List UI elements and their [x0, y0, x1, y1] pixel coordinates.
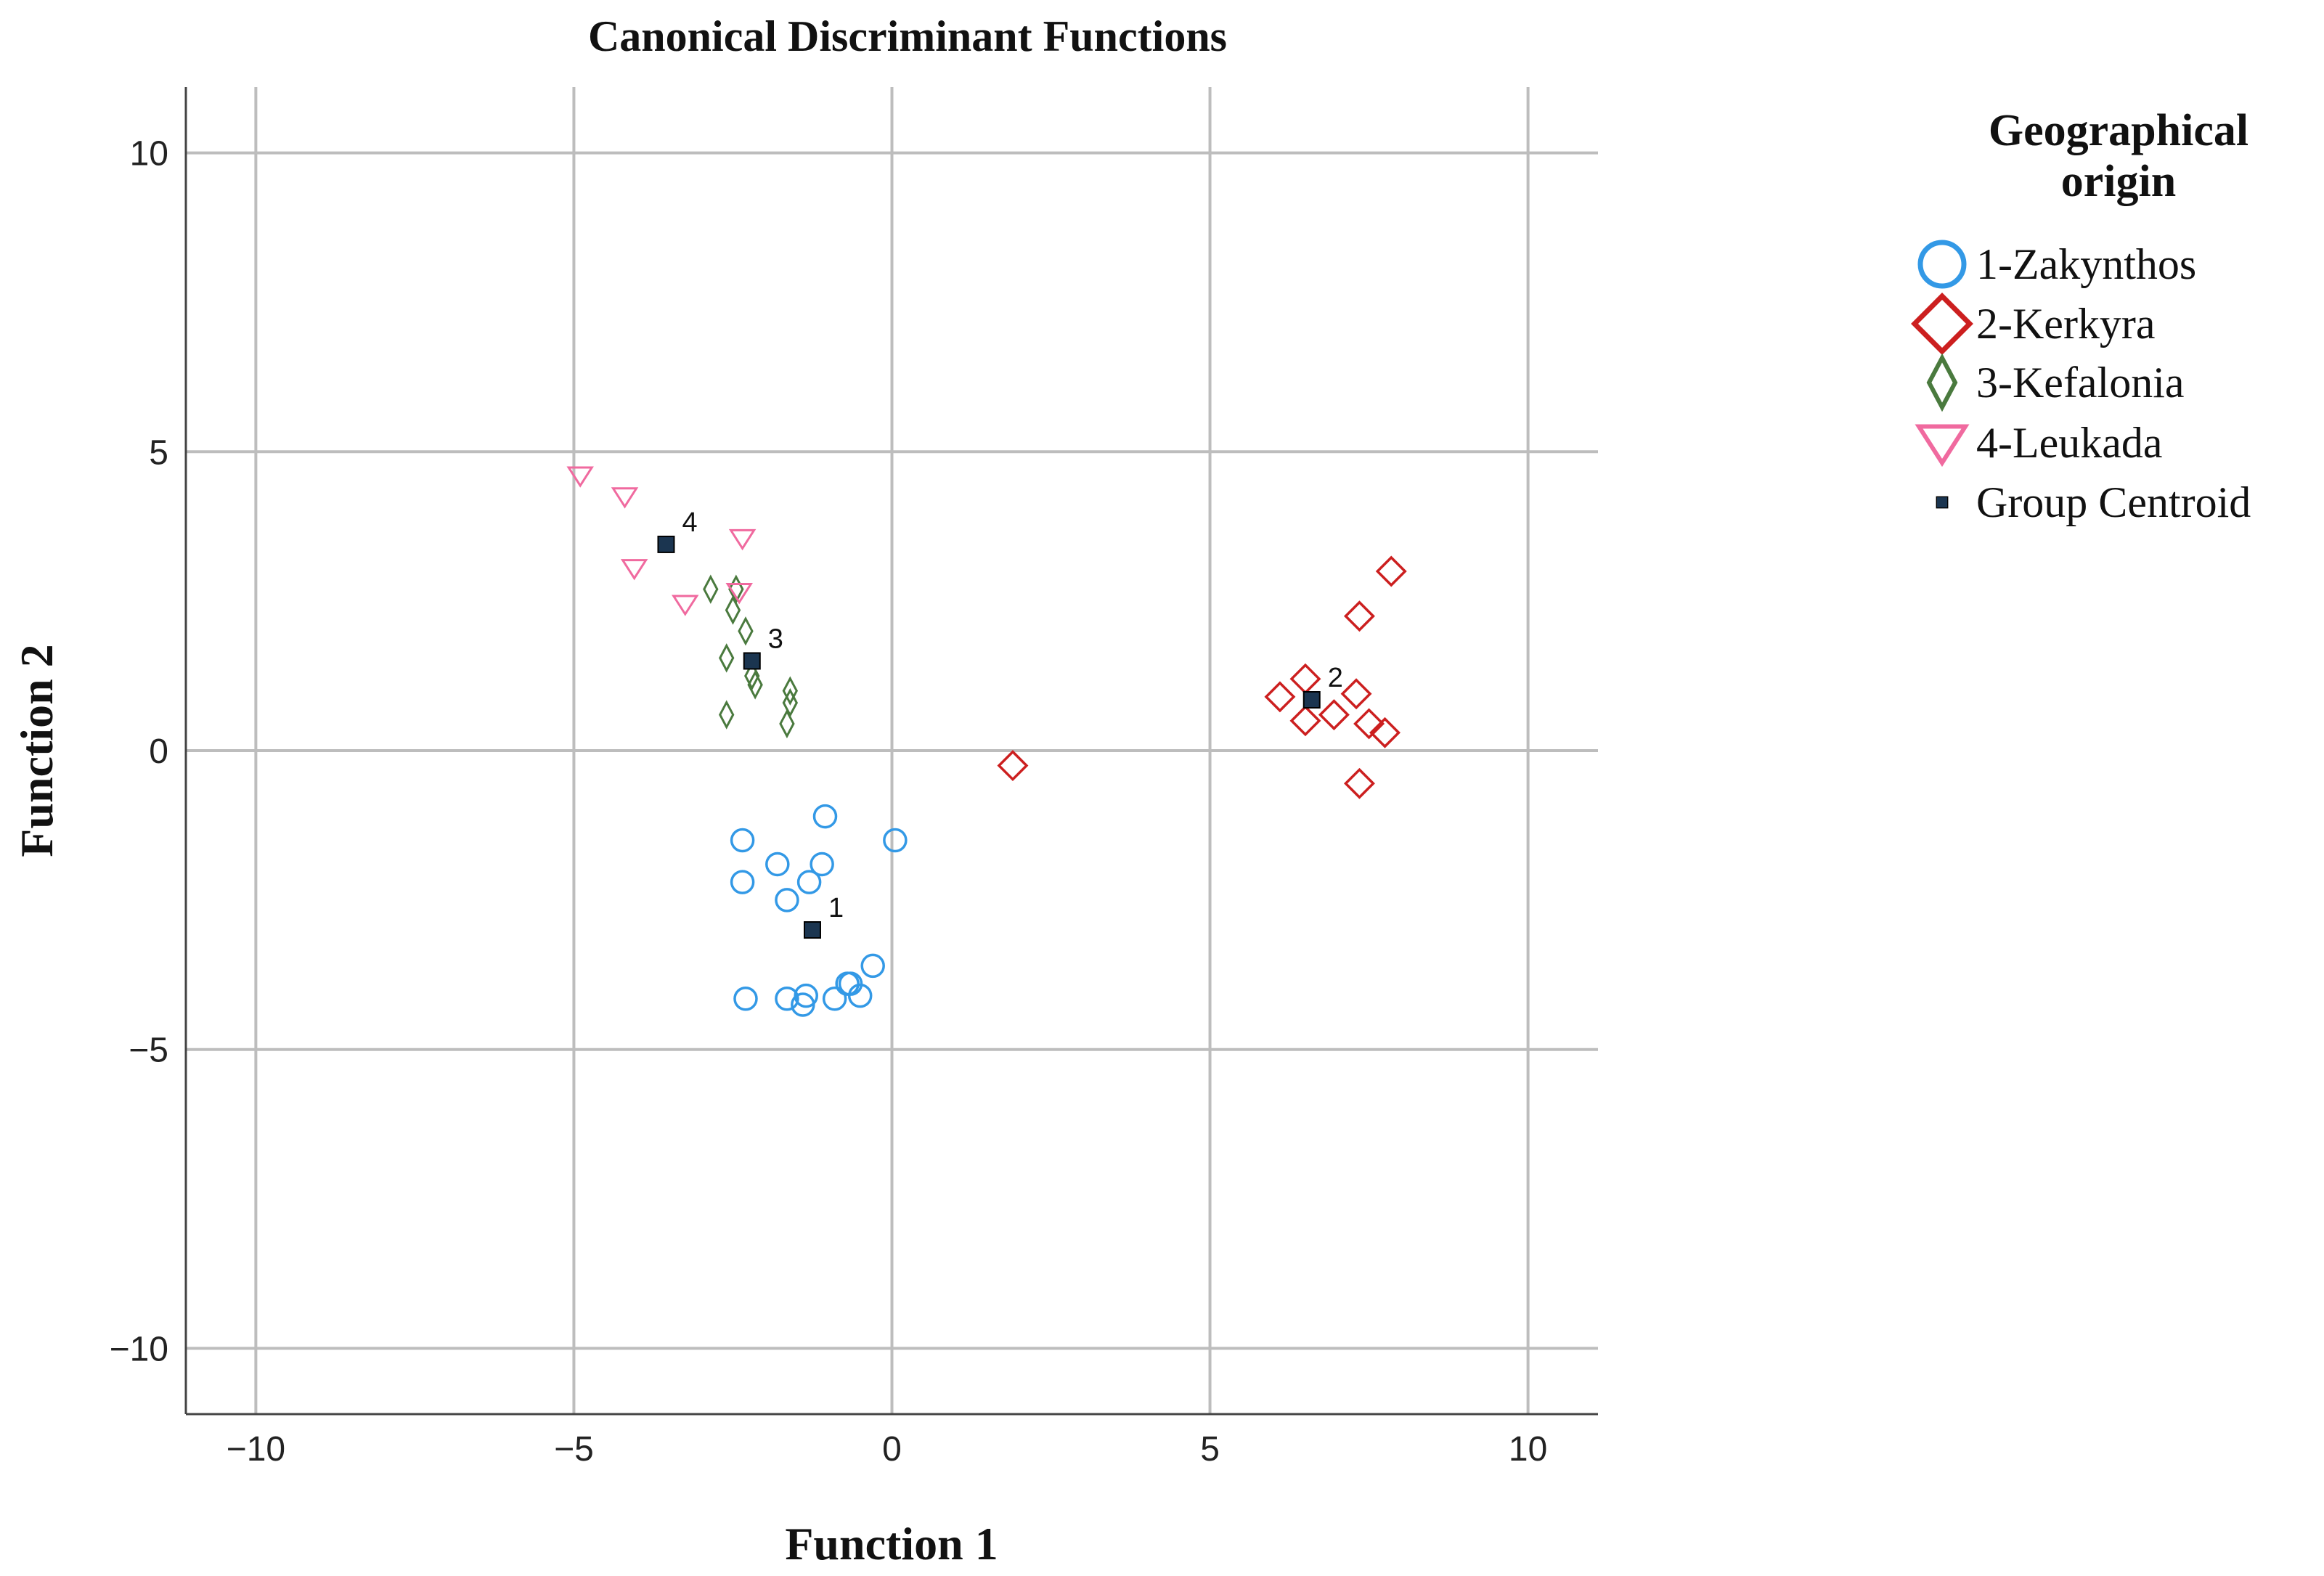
legend-entry: Group Centroid: [1936, 478, 2251, 526]
2-kerkyra-point: [1318, 699, 1350, 731]
y-axis-label: Function 2: [11, 644, 62, 857]
2-kerkyra-point: [1343, 600, 1375, 632]
2-kerkyra-point: [1375, 555, 1407, 587]
3-kefalonia-point: [738, 616, 754, 646]
4-leukada-point: [728, 528, 757, 551]
3-kefalonia-point: [719, 643, 735, 673]
1-zakynthos-point: [847, 983, 873, 1008]
2-kerkyra-point: [1353, 708, 1385, 740]
legend-label: 2-Kerkyra: [1976, 300, 2156, 348]
3-kefalonia-point: [725, 595, 741, 625]
legend-marker: [1936, 496, 1949, 509]
1-zakynthos-point: [810, 852, 834, 877]
legend-entry: 1-Zakynthos: [1917, 240, 2196, 289]
2-kerkyra-point: [1264, 681, 1296, 713]
centroid-label: 3: [768, 624, 783, 654]
1-zakynthos-point: [775, 888, 799, 912]
3-kefalonia-point: [779, 709, 795, 739]
legend-marker: [1917, 240, 1967, 289]
legend-marker: [1915, 424, 1970, 468]
y-tick-label: 0: [149, 732, 168, 771]
legend-entry: 3-Kefalonia: [1926, 353, 2185, 412]
2-kerkyra-point: [1369, 716, 1400, 748]
y-tick-label: −10: [110, 1330, 168, 1368]
x-tick-label: 10: [1509, 1430, 1547, 1469]
group-centroid-point: [657, 535, 675, 553]
1-zakynthos-point: [730, 828, 755, 853]
x-tick-label: −5: [554, 1430, 594, 1469]
legend-entry: 4-Leukada: [1915, 419, 2163, 468]
1-zakynthos-point: [822, 986, 847, 1011]
y-tick-label: 10: [130, 135, 168, 173]
4-leukada-point: [566, 466, 594, 488]
grid: [186, 87, 1598, 1414]
4-leukada-point: [620, 559, 648, 581]
group-centroid-point: [743, 652, 761, 670]
centroid-label: 4: [682, 507, 697, 538]
legend-marker: [1926, 353, 1958, 412]
centroid-label: 1: [828, 893, 844, 923]
3-kefalonia-point: [747, 670, 763, 700]
legend: Geographical origin 1-Zakynthos 2-Kerkyra 3…: [1911, 106, 2251, 526]
legend-label: 1-Zakynthos: [1976, 240, 2196, 288]
2-kerkyra-point: [1340, 678, 1372, 710]
4-leukada-point: [672, 595, 699, 616]
1-zakynthos-point: [791, 992, 815, 1017]
legend-entry: 2-Kerkyra: [1911, 293, 2156, 355]
1-zakynthos-point: [733, 986, 758, 1011]
4-leukada-point: [611, 487, 639, 509]
group-centroid-point: [803, 921, 821, 939]
1-zakynthos-point: [883, 828, 908, 853]
1-zakynthos-point: [730, 870, 755, 894]
tick-labels: −10 −5 0 5 10 −10 −5 0 5 10: [110, 135, 1548, 1469]
3-kefalonia-point: [703, 574, 719, 604]
data-points: 1 2 3 4: [566, 466, 1407, 1017]
1-zakynthos-point: [796, 870, 822, 894]
chart-title: Canonical Discriminant Functions: [588, 12, 1227, 60]
3-kefalonia-point: [719, 700, 735, 730]
x-tick-label: 0: [882, 1430, 902, 1469]
y-tick-label: 5: [149, 433, 168, 472]
1-zakynthos-point: [775, 986, 799, 1011]
legend-label: Group Centroid: [1976, 478, 2251, 526]
2-kerkyra-point: [1343, 767, 1375, 799]
1-zakynthos-point: [812, 804, 838, 829]
1-zakynthos-point: [860, 953, 885, 979]
4-leukada-point: [725, 583, 753, 605]
x-axis-label: Function 1: [785, 1518, 998, 1569]
x-tick-label: 5: [1200, 1430, 1220, 1469]
2-kerkyra-point: [1289, 705, 1321, 737]
x-tick-label: −10: [227, 1430, 285, 1469]
legend-label: 3-Kefalonia: [1976, 359, 2185, 407]
y-tick-label: −5: [129, 1032, 168, 1070]
legend-label: 4-Leukada: [1976, 419, 2163, 467]
group-centroid-point: [1302, 691, 1321, 709]
legend-entries: 1-Zakynthos 2-Kerkyra 3-Kefalonia 4-Leukada…: [1911, 240, 2251, 526]
2-kerkyra-point: [1289, 663, 1321, 695]
2-kerkyra-point: [997, 750, 1029, 782]
1-zakynthos-point: [765, 852, 790, 877]
legend-marker: [1911, 293, 1973, 355]
3-kefalonia-point: [782, 676, 799, 706]
3-kefalonia-point: [744, 661, 760, 691]
centroid-label: 2: [1328, 663, 1343, 693]
legend-title: Geographical origin: [1989, 106, 2248, 206]
